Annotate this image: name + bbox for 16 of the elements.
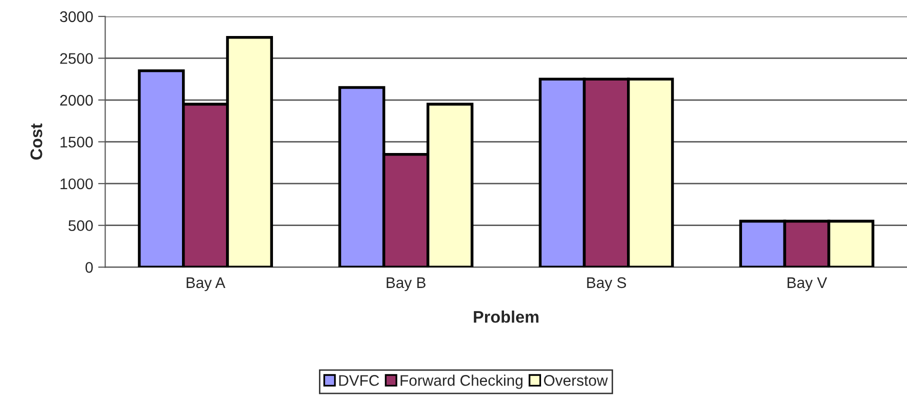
x-tick-label: Bay B — [386, 277, 426, 292]
y-tick-label: 1500 — [60, 136, 93, 148]
y-tick-label: 3000 — [60, 11, 93, 22]
y-tick-label: 1000 — [60, 178, 93, 190]
legend-label: Overstow — [544, 375, 608, 386]
x-tick-label: Bay S — [587, 277, 626, 292]
x-tick-label: Bay A — [186, 277, 226, 292]
x-tick-label: Bay V — [788, 277, 828, 292]
legend-label: Forward Checking — [400, 374, 522, 389]
y-tick-label: 0 — [86, 262, 93, 273]
y-tick-label: 2000 — [60, 94, 93, 106]
y-tick-label: 2500 — [60, 53, 93, 64]
legend-label: DVFC — [339, 375, 380, 386]
y-axis-title: Cost — [30, 123, 42, 160]
y-tick-label: 500 — [68, 220, 93, 232]
x-axis-title: Problem — [474, 310, 538, 323]
